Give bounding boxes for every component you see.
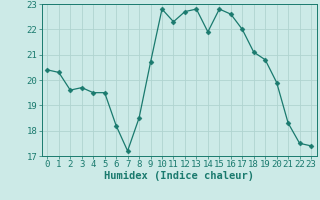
X-axis label: Humidex (Indice chaleur): Humidex (Indice chaleur) [104,171,254,181]
